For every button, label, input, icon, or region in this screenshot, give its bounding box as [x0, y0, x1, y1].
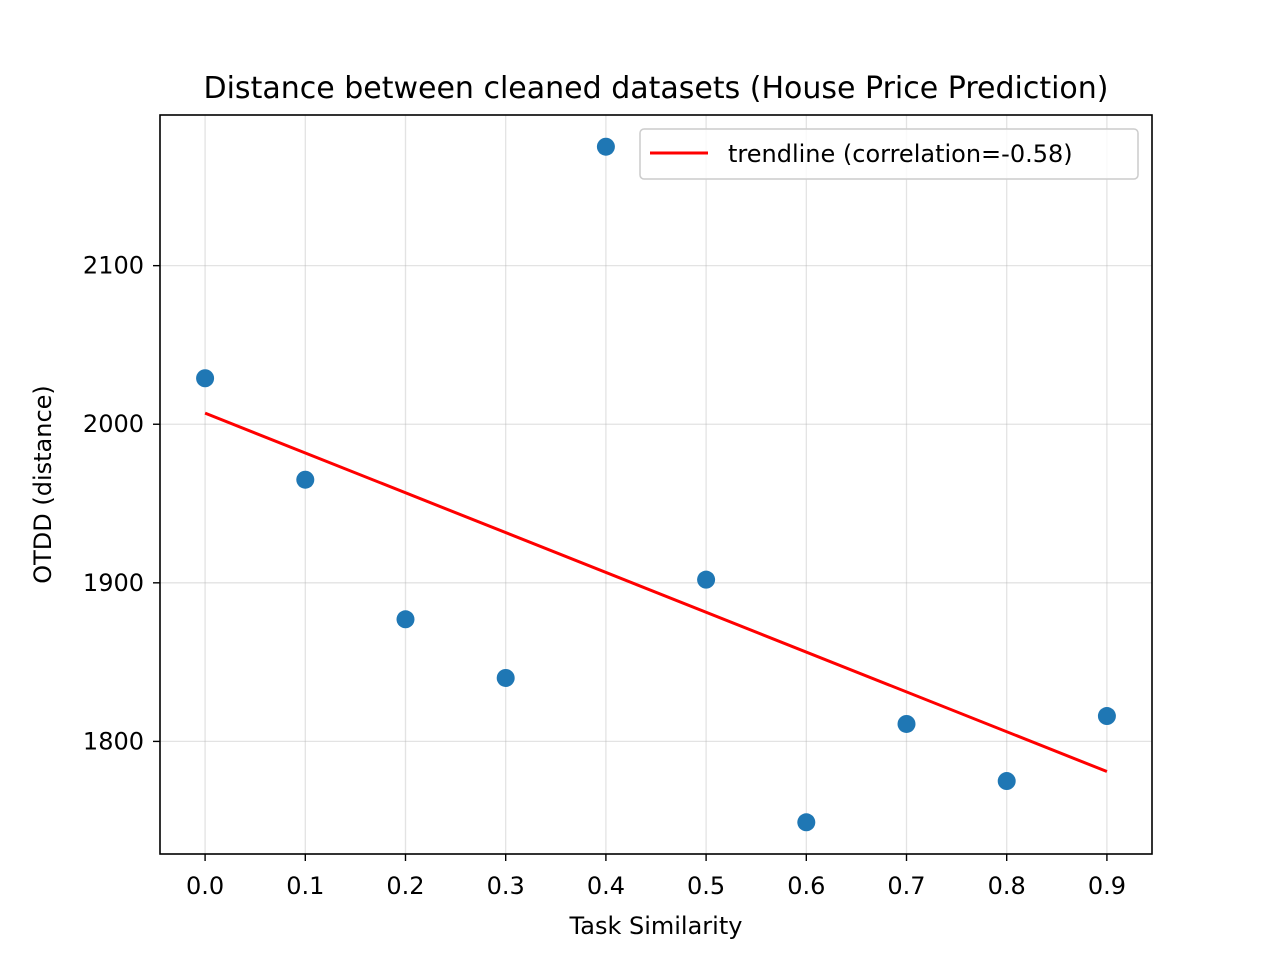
- legend-box: [639, 128, 1139, 180]
- trendline-layer: [204, 411, 1108, 773]
- plot-frame: [159, 114, 1153, 855]
- trendline: [204, 411, 1108, 773]
- x-tick-label: 0.4: [587, 872, 625, 900]
- y-tick-label: 2000: [83, 410, 144, 438]
- legend-trendline-label: trendline (correlation=-0.58): [728, 140, 1073, 168]
- scatter-point: [596, 137, 615, 156]
- scatter-point: [897, 714, 916, 733]
- grid: [160, 115, 1152, 854]
- x-tick-label: 0.1: [286, 872, 324, 900]
- x-tick-label: 0.0: [186, 872, 224, 900]
- x-tick-label: 0.3: [487, 872, 525, 900]
- x-axis-ticks: 0.0 0.1 0.2 0.3 0.4 0.5 0.6 0.7 0.8 0.9: [186, 854, 1126, 900]
- y-axis-ticks: 1800 1900 2000 2100: [83, 252, 160, 755]
- x-axis-label: Task Similarity: [569, 912, 743, 940]
- x-tick-label: 0.6: [787, 872, 825, 900]
- x-tick-label: 0.9: [1088, 872, 1126, 900]
- scatter-points: [196, 137, 1116, 832]
- y-tick-label: 1800: [83, 727, 144, 755]
- x-tick-label: 0.7: [887, 872, 925, 900]
- x-tick-label: 0.8: [988, 872, 1026, 900]
- scatter-point: [1097, 707, 1116, 726]
- scatter-point: [797, 813, 816, 832]
- scatter-point: [296, 470, 315, 489]
- scatter-point: [697, 570, 716, 589]
- y-axis-label: OTDD (distance): [29, 385, 57, 584]
- x-tick-label: 0.2: [386, 872, 424, 900]
- y-tick-label: 2100: [83, 252, 144, 280]
- y-tick-label: 1900: [83, 569, 144, 597]
- scatter-point: [396, 610, 415, 629]
- chart-title: Distance between cleaned datasets (House…: [204, 71, 1109, 106]
- x-tick-label: 0.5: [687, 872, 725, 900]
- scatter-point: [496, 668, 515, 687]
- scatter-point: [997, 772, 1016, 791]
- scatter-point: [196, 369, 215, 388]
- legend: trendline (correlation=-0.58): [639, 128, 1139, 180]
